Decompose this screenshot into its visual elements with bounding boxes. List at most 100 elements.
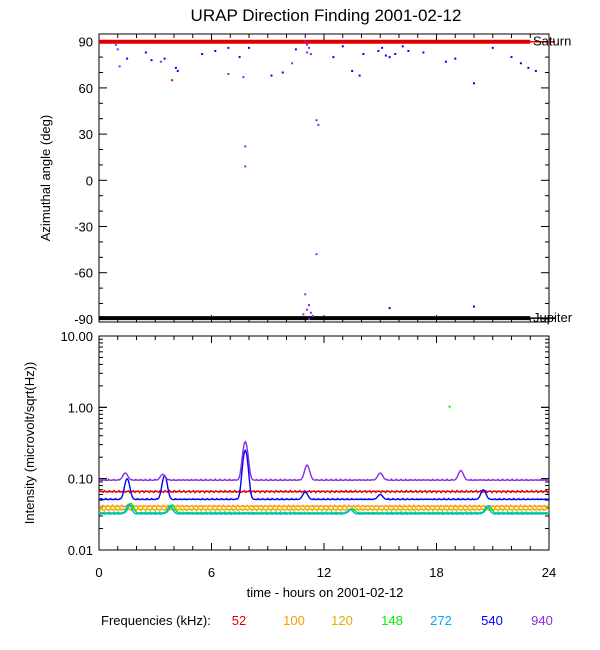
intensity-y-tick-label: 0.01 xyxy=(68,543,93,558)
azimuth-point xyxy=(473,82,475,85)
azimuth-point xyxy=(126,57,129,60)
azimuth-point xyxy=(332,56,335,59)
intensity-x-tick-label: 6 xyxy=(208,565,215,580)
azimuth-point xyxy=(227,73,230,76)
legend-item-940khz: 940 xyxy=(531,613,553,628)
azimuth-point xyxy=(214,49,217,52)
intensity-x-tick-label: 18 xyxy=(429,565,443,580)
intensity-x-tick-label: 12 xyxy=(317,565,331,580)
legend-item-540khz: 540 xyxy=(481,613,503,628)
intensity-y-tick-label: 10.00 xyxy=(60,329,93,344)
legend-item-272khz: 272 xyxy=(430,613,452,628)
azimuth-point xyxy=(291,62,294,65)
azimuth-point xyxy=(534,69,537,72)
azimuth-point xyxy=(308,46,310,49)
azimuth-point xyxy=(242,76,245,79)
azimuth-point xyxy=(308,317,310,320)
azimuth-y-tick-label: 30 xyxy=(79,127,93,142)
azimuth-point xyxy=(317,123,320,126)
azimuth-point xyxy=(422,51,425,54)
azimuth-point xyxy=(381,46,384,49)
intensity-series-52khz xyxy=(98,489,550,494)
azimuth-point xyxy=(315,253,318,256)
azimuth-point xyxy=(358,74,361,77)
azimuth-point xyxy=(227,46,230,49)
azimuth-point xyxy=(176,69,179,72)
azimuth-point xyxy=(174,66,177,69)
intensity-x-tick-label: 24 xyxy=(542,565,556,580)
azimuth-point xyxy=(311,314,314,317)
azimuth-point xyxy=(309,53,312,56)
azimuth-point xyxy=(304,293,307,296)
azimuth-point xyxy=(527,66,530,69)
azimuth-point xyxy=(341,45,344,48)
azimuth-point xyxy=(270,74,273,77)
azimuth-point xyxy=(388,56,391,59)
intensity-plot-frame xyxy=(98,335,550,551)
azimuth-y-tick-label: 0 xyxy=(86,173,93,188)
intensity-series-272khz xyxy=(99,503,550,515)
azimuth-point xyxy=(302,313,305,316)
intensity-series-100khz xyxy=(99,503,550,509)
legend-item-148khz: 148 xyxy=(381,613,403,628)
azimuth-point xyxy=(308,304,310,307)
azimuth-point xyxy=(444,60,447,63)
azimuth-y-tick-label: -90 xyxy=(74,312,93,327)
azimuth-point xyxy=(491,46,494,49)
azimuth-plot-frame xyxy=(98,33,550,323)
azimuth-point xyxy=(306,51,309,54)
azimuth-point xyxy=(306,308,309,311)
azimuth-point xyxy=(163,57,166,60)
azimuth-point xyxy=(116,48,119,51)
azimuth-point xyxy=(150,59,153,62)
reference-label-saturn: Saturn xyxy=(533,34,571,49)
azimuth-y-tick-label: -30 xyxy=(74,220,93,235)
azimuth-point xyxy=(315,119,318,122)
time-x-axis-label: time - hours on 2001-02-12 xyxy=(247,585,404,600)
azimuth-point xyxy=(510,56,513,59)
azimuth-point xyxy=(118,65,121,68)
azimuth-point xyxy=(351,69,354,72)
legend-item-120khz: 120 xyxy=(331,613,353,628)
azimuth-point xyxy=(407,49,410,52)
azimuth-point xyxy=(304,40,307,43)
azimuth-point xyxy=(388,307,391,310)
intensity-panel: 0 6 12 18 24 10.00 1.00 0.10 0.01 Intensity (mic… xyxy=(22,329,556,600)
azimuth-point xyxy=(384,54,387,57)
reference-label-jupiter: Jupiter xyxy=(533,310,573,325)
azimuth-point xyxy=(114,43,117,46)
azimuth-point xyxy=(306,43,309,46)
azimuth-point xyxy=(362,53,365,56)
azimuth-point xyxy=(394,53,397,56)
azimuth-point xyxy=(171,79,174,82)
azimuth-y-tick-label: 90 xyxy=(79,35,93,50)
intensity-y-axis-label: Intensity (microvolt/sqrt(Hz)) xyxy=(22,362,37,525)
azimuth-panel: 90 60 30 0 -30 -60 -90 Saturn Jupiter Azimuthal… xyxy=(38,33,573,327)
chart-title: URAP Direction Finding 2001-02-12 xyxy=(191,6,462,25)
azimuth-point xyxy=(159,60,162,63)
legend-title: Frequencies (kHz): xyxy=(101,613,211,628)
azimuth-point xyxy=(244,145,247,148)
intensity-series-540khz xyxy=(99,448,549,501)
azimuth-point xyxy=(144,51,147,54)
azimuth-point xyxy=(201,53,204,56)
azimuth-point xyxy=(238,56,241,59)
frequency-legend: Frequencies (kHz): 52 100 120 148 272 540 940 xyxy=(101,613,553,628)
azimuth-point xyxy=(377,49,380,52)
intensity-series-940khz xyxy=(98,440,550,482)
azimuth-point xyxy=(248,46,250,49)
azimuth-point xyxy=(244,165,247,168)
intensity-y-tick-label: 1.00 xyxy=(68,400,93,415)
azimuth-y-axis-label: Azimuthal angle (deg) xyxy=(38,115,53,241)
azimuth-y-tick-label: 60 xyxy=(79,81,93,96)
azimuth-point xyxy=(454,57,457,60)
intensity-y-tick-label: 0.10 xyxy=(68,472,93,487)
azimuth-point xyxy=(401,45,404,48)
intensity-series-120khz xyxy=(98,507,550,512)
azimuth-point xyxy=(294,48,297,51)
legend-item-100khz: 100 xyxy=(283,613,305,628)
intensity-point xyxy=(448,405,451,408)
legend-item-52khz: 52 xyxy=(232,613,246,628)
azimuth-point xyxy=(473,305,475,308)
azimuth-point xyxy=(281,71,284,74)
